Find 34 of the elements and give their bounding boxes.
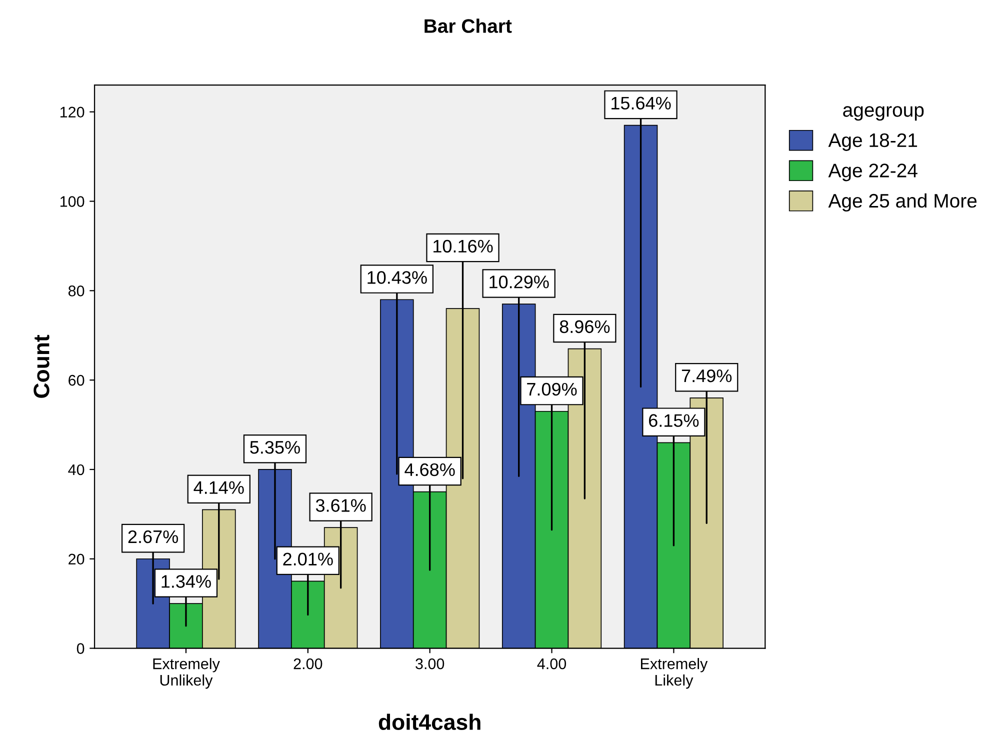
chart-title: Bar Chart [424,18,512,33]
annotation: 8.96% [560,320,610,334]
y-tick-label: 80 [68,286,84,296]
x-tick-label: 2.00 [294,658,322,670]
annotation: 3.61% [316,499,366,512]
annotation: 5.35% [250,440,300,454]
x-tick-label: Extremely Likely [641,658,708,689]
annotation: 15.64% [612,96,671,110]
x-tick-label: 4.00 [537,658,566,670]
annotation: 7.09% [527,382,577,396]
annotation: 1.34% [162,575,211,588]
y-tick-label: 120 [60,106,84,118]
x-tick-label: Extremely Unlikely [153,658,220,689]
y-tick-label: 60 [68,374,84,386]
annotation: 10.16% [434,240,493,253]
legend-label: Age 18-21 [828,133,918,151]
annotation: 10.29% [490,276,549,288]
y-tick-label: 20 [68,554,84,565]
annotation: 2.01% [283,552,333,566]
legend-label: Age 25 and More [828,193,977,212]
legend-title: agegroup [843,106,924,121]
y-tick-label: 0 [76,643,84,654]
annotation: 4.14% [194,481,244,494]
y-tick-label: 40 [68,464,84,476]
y-axis-title: Count [34,334,50,398]
annotation: 2.67% [128,530,178,544]
x-axis-title: doit4cash [378,714,480,730]
annotation: 10.43% [368,271,427,284]
x-tick-label: 3.00 [416,658,444,670]
annotation: 7.49% [682,369,732,382]
annotation: 4.68% [404,463,455,476]
annotation: 6.15% [649,414,699,427]
legend-label: Age 22-24 [828,164,918,182]
y-tick-label: 100 [60,196,84,207]
